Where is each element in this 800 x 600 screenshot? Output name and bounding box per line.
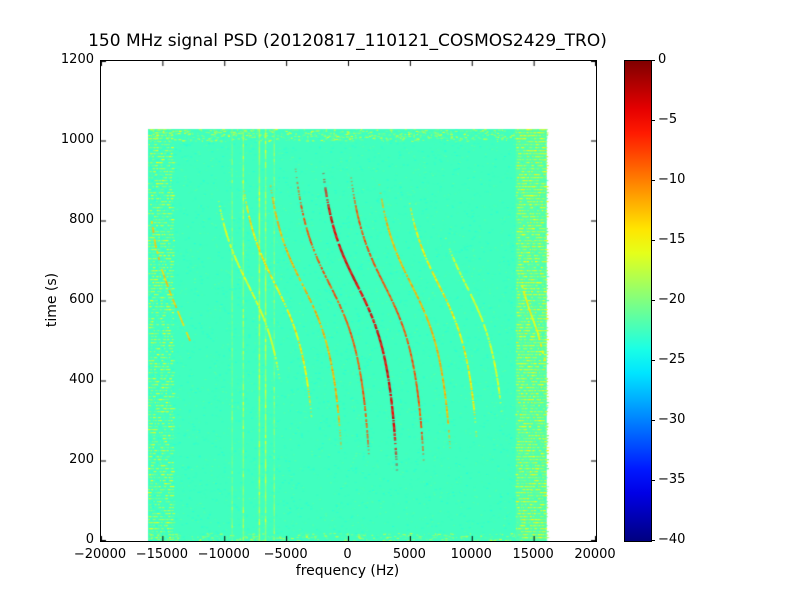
colorbar-tickmark [651,539,655,541]
colorbar-tickmark [651,59,655,61]
x-tick-label: 15000 [512,547,554,562]
y-tick-label: 600 [69,292,94,307]
x-tick-label: 5000 [392,547,426,562]
colorbar-tick-label: −40 [658,532,686,547]
colorbar-tick-label: −30 [658,412,686,427]
colorbar-tickmark [651,479,655,481]
colorbar-tickmark [651,179,655,181]
colorbar-tickmark [651,419,655,421]
y-tick-label: 1000 [60,132,94,147]
colorbar-tick-label: 0 [658,52,667,67]
x-tick-label: −10000 [197,547,250,562]
colorbar-tick-label: −20 [658,292,686,307]
colorbar-tickmark [651,359,655,361]
x-tick-label: −20000 [73,547,127,562]
colorbar-tick-label: −10 [658,172,686,187]
y-tick-label: 0 [85,532,94,547]
colorbar-tickmark [651,299,655,301]
spectrogram-canvas [101,61,596,541]
x-tick-label: −15000 [135,547,188,562]
x-tick-label: −5000 [263,547,308,562]
x-tick-label: 0 [343,547,352,562]
x-tick-label: 20000 [574,547,616,562]
plot-axes [100,60,597,542]
y-tick-label: 400 [69,372,94,387]
colorbar [624,60,652,542]
y-tick-label: 800 [69,212,94,227]
colorbar-tick-label: −5 [658,112,678,127]
colorbar-tickmark [651,239,655,241]
colorbar-tick-label: −35 [658,472,686,487]
plot-title: 150 MHz signal PSD (20120817_110121_COSM… [88,31,607,51]
x-tick-label: 10000 [450,547,492,562]
colorbar-tickmark [651,119,655,121]
colorbar-tick-label: −25 [658,352,686,367]
colorbar-tick-label: −15 [658,232,686,247]
x-axis-label: frequency (Hz) [295,563,400,579]
y-tick-label: 200 [69,452,94,467]
colorbar-gradient [625,61,651,541]
y-tick-label: 1200 [60,52,94,67]
